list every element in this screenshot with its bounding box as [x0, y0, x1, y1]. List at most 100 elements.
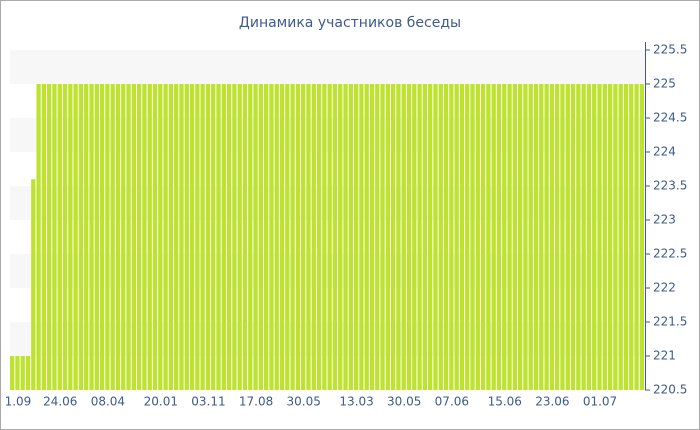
bar	[237, 84, 242, 390]
bar	[205, 84, 211, 390]
bar	[94, 84, 99, 390]
y-tick-label: 224	[653, 145, 676, 159]
bar	[555, 84, 560, 390]
bar	[592, 84, 597, 390]
x-tick-label: 20.01	[144, 395, 178, 409]
bar	[221, 84, 226, 390]
bar	[179, 84, 184, 390]
bar	[52, 84, 57, 390]
bar	[121, 84, 126, 390]
y-tick-label: 220.5	[653, 383, 687, 397]
x-tick-label: 1.09	[5, 395, 32, 409]
bar	[396, 84, 401, 390]
bar	[311, 84, 316, 390]
bar	[62, 84, 68, 390]
bar	[359, 84, 364, 390]
bar	[68, 84, 73, 390]
bar	[99, 84, 105, 390]
x-tick-label: 15.06	[488, 395, 522, 409]
bar	[327, 84, 332, 390]
bar	[459, 84, 465, 390]
bar	[142, 84, 147, 390]
bar	[629, 84, 634, 390]
bar	[36, 84, 41, 390]
bar	[10, 356, 15, 390]
bar	[290, 84, 295, 390]
bar	[417, 84, 422, 390]
bar	[549, 84, 555, 390]
bar	[189, 84, 195, 390]
bar	[512, 84, 517, 390]
bar	[385, 84, 390, 390]
bar	[491, 84, 496, 390]
bar	[391, 84, 396, 390]
chart-title: Динамика участников беседы	[239, 15, 461, 31]
bar	[47, 84, 52, 390]
y-tick-label: 223.5	[653, 179, 687, 193]
bar	[20, 356, 25, 390]
x-tick-label: 13.03	[339, 395, 373, 409]
bar	[147, 84, 152, 390]
bar	[126, 84, 131, 390]
bar	[174, 84, 179, 390]
bar	[25, 356, 31, 390]
bar	[200, 84, 205, 390]
bar	[364, 84, 369, 390]
bar	[375, 84, 380, 390]
bar	[73, 84, 78, 390]
bar	[454, 84, 459, 390]
x-tick-label: 07.06	[435, 395, 469, 409]
bar	[412, 84, 417, 390]
y-tick-label: 224.5	[653, 111, 687, 125]
bar	[470, 84, 475, 390]
bar	[613, 84, 618, 390]
bar	[137, 84, 142, 390]
bar	[84, 84, 89, 390]
bar	[502, 84, 507, 390]
bar	[533, 84, 539, 390]
bar	[348, 84, 353, 390]
bar	[168, 84, 174, 390]
bar	[306, 84, 311, 390]
bar	[110, 84, 115, 390]
bar	[565, 84, 570, 390]
bar	[131, 84, 136, 390]
bar	[89, 84, 94, 390]
bar	[258, 84, 263, 390]
bar	[507, 84, 512, 390]
x-tick-label: 30.05	[387, 395, 421, 409]
bar	[353, 84, 359, 390]
bar	[295, 84, 301, 390]
bar	[285, 84, 290, 390]
bar	[152, 84, 158, 390]
bar	[586, 84, 592, 390]
bar	[422, 84, 428, 390]
bar	[560, 84, 565, 390]
bar	[279, 84, 285, 390]
bar	[428, 84, 433, 390]
bar	[253, 84, 258, 390]
bar	[322, 84, 327, 390]
y-tick-label: 221.5	[653, 315, 687, 329]
bar	[523, 84, 528, 390]
x-tick-label: 17.08	[239, 395, 273, 409]
bar	[576, 84, 581, 390]
bar	[211, 84, 216, 390]
x-tick-label: 03.11	[191, 395, 225, 409]
bar	[115, 84, 121, 390]
bar	[269, 84, 274, 390]
bar	[242, 84, 248, 390]
bar	[332, 84, 338, 390]
bar	[158, 84, 163, 390]
bar	[528, 84, 533, 390]
bar	[301, 84, 306, 390]
bar	[343, 84, 348, 390]
bar	[248, 84, 253, 390]
x-tick-label: 23.06	[535, 395, 569, 409]
bar	[338, 84, 343, 390]
y-tick-label: 222	[653, 281, 676, 295]
bar	[380, 84, 385, 390]
bar	[401, 84, 406, 390]
bar	[438, 84, 443, 390]
y-tick-label: 221	[653, 349, 676, 363]
